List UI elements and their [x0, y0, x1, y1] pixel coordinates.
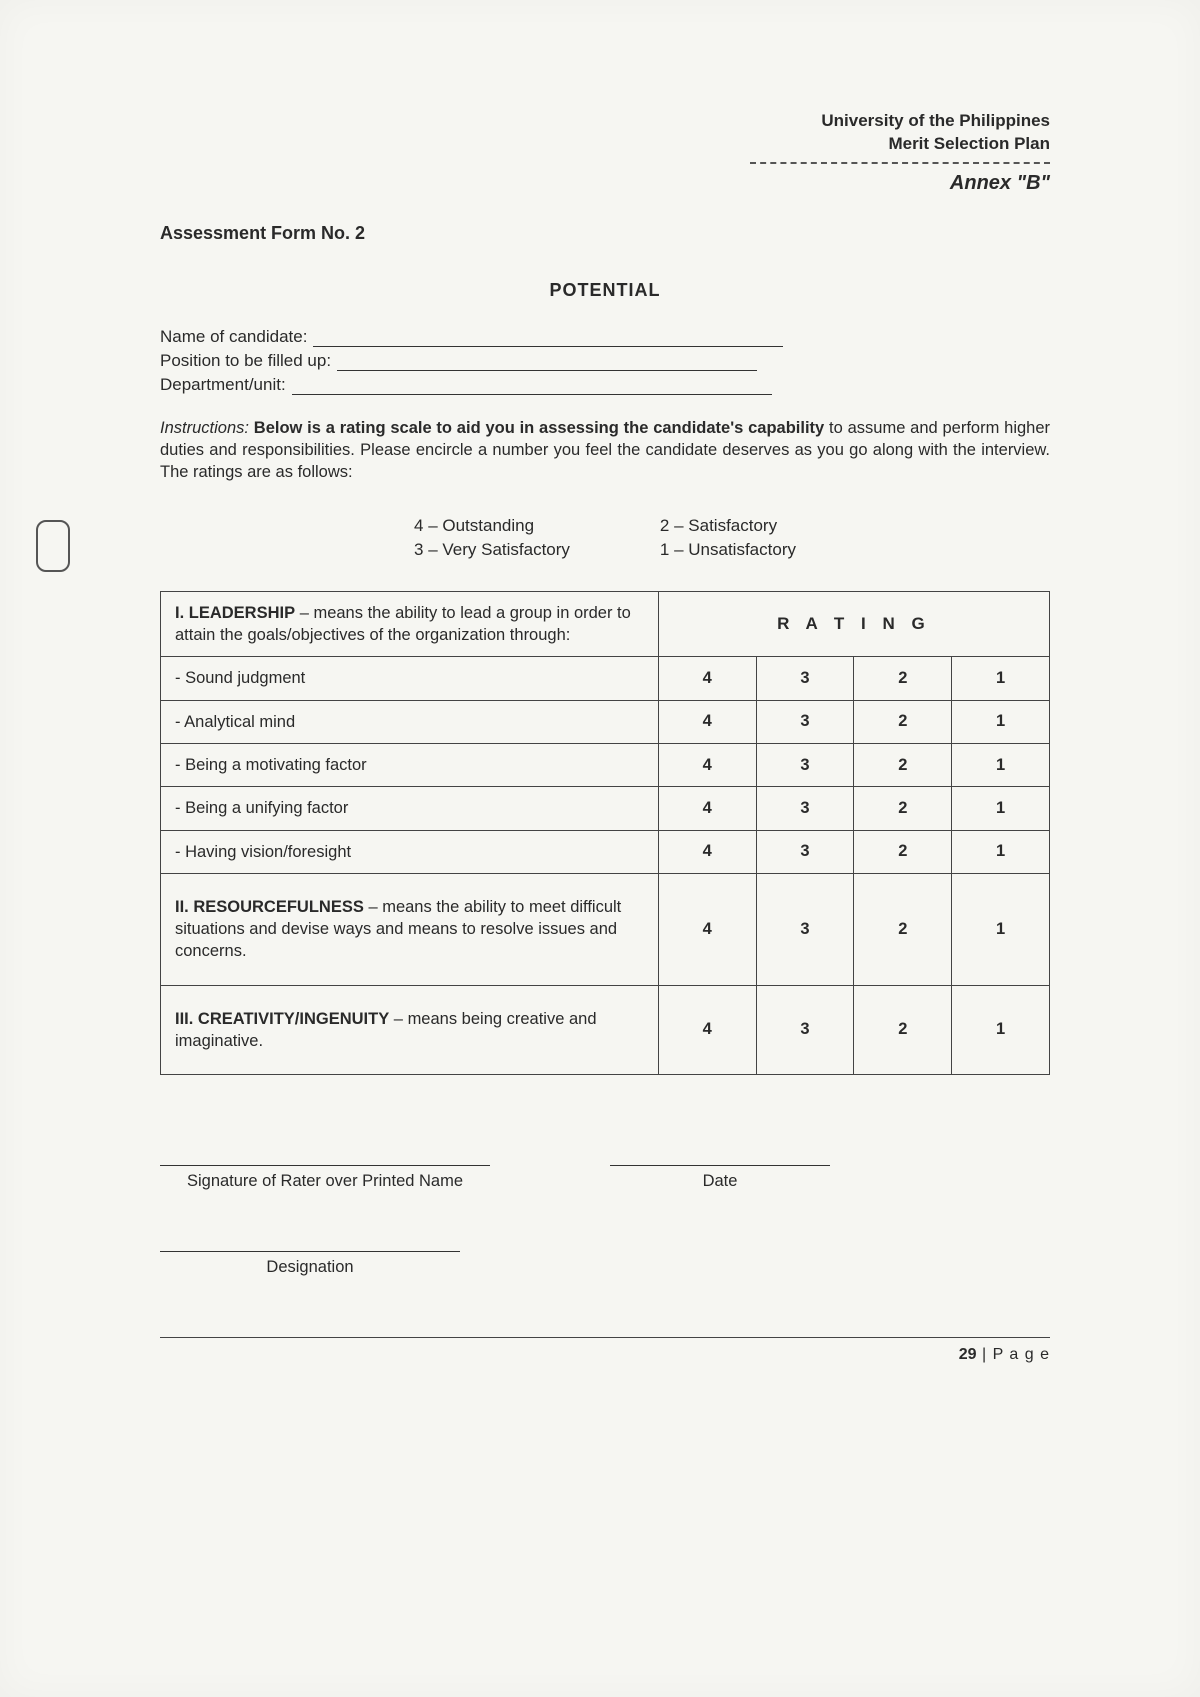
scale-2: 2 – Satisfactory — [660, 514, 796, 539]
rating-option-2[interactable]: 2 — [854, 744, 952, 787]
field-name-label: Name of candidate: — [160, 327, 307, 347]
header-line-1: University of the Philippines — [160, 110, 1050, 133]
assessment-table: I. LEADERSHIP – means the ability to lea… — [160, 591, 1050, 1075]
instructions-lead: Instructions: — [160, 419, 249, 437]
signature-rater-label: Signature of Rater over Printed Name — [160, 1172, 490, 1191]
form-title: POTENTIAL — [160, 280, 1050, 301]
form-number: Assessment Form No. 2 — [160, 223, 1050, 244]
field-name: Name of candidate: — [160, 327, 1050, 347]
table-row: III. CREATIVITY/INGENUITY – means being … — [161, 985, 1050, 1075]
binder-hole — [36, 520, 70, 572]
rating-column-header: R A T I N G — [658, 591, 1049, 657]
signature-designation-label: Designation — [160, 1258, 460, 1277]
signature-date-line[interactable] — [610, 1165, 830, 1166]
annex-label: Annex "B" — [160, 172, 1050, 195]
instructions-bold: Below is a rating scale to aid you in as… — [254, 419, 824, 437]
resourcefulness-header: II. RESOURCEFULNESS – means the ability … — [161, 873, 659, 985]
rating-scale-legend: 4 – Outstanding 3 – Very Satisfactory 2 … — [160, 514, 1050, 563]
field-position-input[interactable] — [337, 353, 757, 371]
rating-option-2[interactable]: 2 — [854, 830, 952, 873]
table-row: - Having vision/foresight 4 3 2 1 — [161, 830, 1050, 873]
rating-option-2[interactable]: 2 — [854, 657, 952, 700]
leadership-header-bold: I. LEADERSHIP — [175, 604, 295, 622]
rating-option-1[interactable]: 1 — [952, 744, 1050, 787]
instructions: Instructions: Below is a rating scale to… — [160, 417, 1050, 484]
rating-option-2[interactable]: 2 — [854, 700, 952, 743]
rating-option-4[interactable]: 4 — [658, 830, 756, 873]
scale-col-right: 2 – Satisfactory 1 – Unsatisfactory — [660, 514, 796, 563]
field-dept-input[interactable] — [292, 377, 772, 395]
field-dept: Department/unit: — [160, 375, 1050, 395]
table-row: - Analytical mind 4 3 2 1 — [161, 700, 1050, 743]
field-dept-label: Department/unit: — [160, 375, 286, 395]
doc-header: University of the Philippines Merit Sele… — [160, 110, 1050, 156]
field-position-label: Position to be filled up: — [160, 351, 331, 371]
rating-option-4[interactable]: 4 — [658, 873, 756, 985]
rating-option-1[interactable]: 1 — [952, 700, 1050, 743]
rating-option-4[interactable]: 4 — [658, 657, 756, 700]
rating-option-1[interactable]: 1 — [952, 657, 1050, 700]
rating-option-2[interactable]: 2 — [854, 787, 952, 830]
rating-option-2[interactable]: 2 — [854, 873, 952, 985]
rating-option-3[interactable]: 3 — [756, 700, 854, 743]
field-position: Position to be filled up: — [160, 351, 1050, 371]
rating-option-1[interactable]: 1 — [952, 873, 1050, 985]
footer-divider — [160, 1337, 1050, 1338]
rating-option-4[interactable]: 4 — [658, 985, 756, 1075]
scale-1: 1 – Unsatisfactory — [660, 538, 796, 563]
page-number: 29 | P a g e — [160, 1346, 1050, 1364]
table-row: - Being a motivating factor 4 3 2 1 — [161, 744, 1050, 787]
creativity-header: III. CREATIVITY/INGENUITY – means being … — [161, 985, 659, 1075]
rating-option-3[interactable]: 3 — [756, 657, 854, 700]
rating-option-2[interactable]: 2 — [854, 985, 952, 1075]
signature-date-slot: Date — [610, 1165, 830, 1191]
resourcefulness-bold: II. RESOURCEFULNESS — [175, 898, 364, 916]
creativity-bold: III. CREATIVITY/INGENUITY — [175, 1010, 389, 1028]
table-header-row: I. LEADERSHIP – means the ability to lea… — [161, 591, 1050, 657]
header-line-2: Merit Selection Plan — [160, 133, 1050, 156]
scale-4: 4 – Outstanding — [414, 514, 570, 539]
rating-option-3[interactable]: 3 — [756, 873, 854, 985]
rating-option-3[interactable]: 3 — [756, 985, 854, 1075]
rating-option-4[interactable]: 4 — [658, 744, 756, 787]
rating-option-1[interactable]: 1 — [952, 985, 1050, 1075]
table-row: - Sound judgment 4 3 2 1 — [161, 657, 1050, 700]
signature-rater-slot: Signature of Rater over Printed Name — [160, 1165, 490, 1191]
rating-option-1[interactable]: 1 — [952, 830, 1050, 873]
signature-area: Signature of Rater over Printed Name Dat… — [160, 1165, 1050, 1277]
page-number-value: 29 — [959, 1346, 977, 1363]
rating-option-1[interactable]: 1 — [952, 787, 1050, 830]
rating-option-4[interactable]: 4 — [658, 700, 756, 743]
table-row: - Being a unifying factor 4 3 2 1 — [161, 787, 1050, 830]
item-label: - Having vision/foresight — [161, 830, 659, 873]
scale-col-left: 4 – Outstanding 3 – Very Satisfactory — [414, 514, 570, 563]
header-divider — [750, 162, 1050, 164]
rating-option-3[interactable]: 3 — [756, 744, 854, 787]
field-name-input[interactable] — [313, 329, 783, 347]
item-label: - Analytical mind — [161, 700, 659, 743]
item-label: - Being a unifying factor — [161, 787, 659, 830]
signature-designation-slot: Designation — [160, 1251, 460, 1277]
page-number-label: | P a g e — [977, 1346, 1050, 1363]
signature-date-label: Date — [610, 1172, 830, 1191]
rating-option-3[interactable]: 3 — [756, 787, 854, 830]
signature-rater-line[interactable] — [160, 1165, 490, 1166]
rating-option-3[interactable]: 3 — [756, 830, 854, 873]
item-label: - Sound judgment — [161, 657, 659, 700]
item-label: - Being a motivating factor — [161, 744, 659, 787]
scale-3: 3 – Very Satisfactory — [414, 538, 570, 563]
page: University of the Philippines Merit Sele… — [0, 0, 1200, 1697]
table-row: II. RESOURCEFULNESS – means the ability … — [161, 873, 1050, 985]
leadership-header: I. LEADERSHIP – means the ability to lea… — [161, 591, 659, 657]
signature-designation-line[interactable] — [160, 1251, 460, 1252]
rating-option-4[interactable]: 4 — [658, 787, 756, 830]
